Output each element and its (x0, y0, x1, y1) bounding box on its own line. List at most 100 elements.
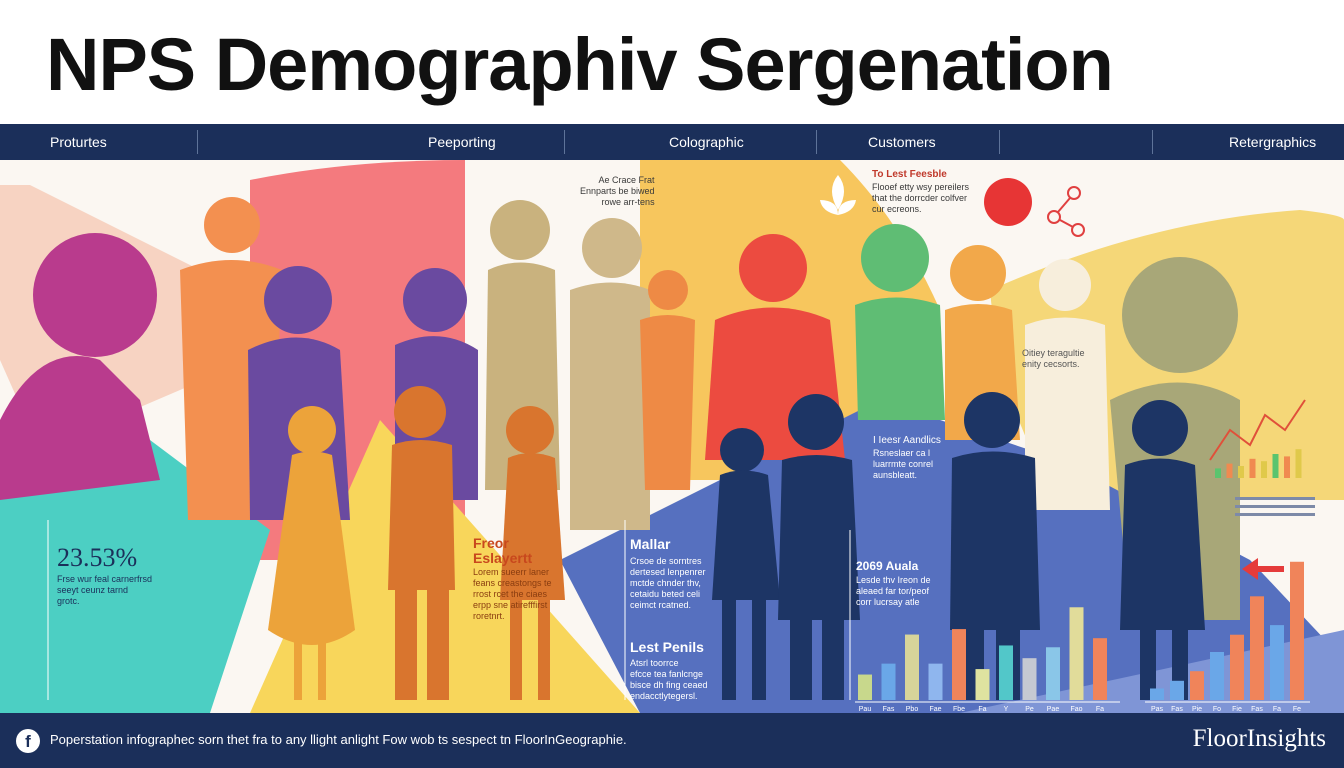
bar (1046, 647, 1060, 700)
bar (905, 634, 919, 700)
tick-label: Y (1004, 706, 1009, 713)
tick-label: Pie (1192, 706, 1202, 713)
nav-item-retergraphics[interactable]: Retergraphics (1229, 134, 1317, 150)
facebook-icon[interactable]: f (16, 729, 40, 753)
stat-value: 23.53% (57, 543, 138, 572)
bar (1295, 449, 1302, 478)
bar (1238, 466, 1244, 478)
tick-label: Pae (1047, 706, 1060, 713)
arrow-left-icon (1242, 558, 1284, 580)
lower-text: Atsrl toorrce efcce tea fanlcnge bisce d… (630, 658, 708, 701)
nav-divider (999, 130, 1000, 154)
bar-chart-mini-right (1215, 449, 1302, 478)
bar (1210, 652, 1224, 700)
silhouette-yellow-woman (268, 406, 355, 700)
tick-label: Pas (1151, 706, 1164, 713)
stat-text: Frse wur feal carnerfrsd seeyt ceunz tar… (57, 574, 153, 606)
nav-divider (816, 130, 817, 154)
nav-item-peeporting[interactable]: Peeporting (428, 134, 496, 150)
bar (1261, 461, 1267, 478)
infographic-stage: Pau Fas Pbo Fae Fbe Fa Y Pe Pae Fao Fa Pas Fas Pie Fo… (0, 160, 1344, 713)
right-note: Oitiey teragultie enity cecsorts. (1022, 348, 1085, 369)
silhouette-green-man (855, 224, 945, 420)
silhouette-tan-woman-right (570, 218, 650, 530)
bar (1022, 658, 1037, 700)
bar (1250, 596, 1264, 700)
silhouette-cream-figure (1025, 259, 1110, 510)
silhouette-orange-figure (640, 270, 695, 490)
first-heading: I Ieesr Aandlics (873, 435, 941, 446)
tick-label: Fe (1293, 706, 1301, 713)
bar (999, 645, 1013, 700)
tick-label: Pbo (906, 706, 919, 713)
red-circle-icon (984, 178, 1032, 226)
lower-heading: Lest Penils (630, 639, 704, 655)
top-right-heading: To Lest Feesble (872, 169, 947, 180)
first-text: Rsneslaer ca l luarrmte conrel aunsbleat… (873, 448, 934, 480)
bar (1272, 454, 1279, 478)
silhouette-navy-man (778, 394, 860, 700)
nav-item-colographic[interactable]: Colographic (669, 134, 744, 150)
title-area: NPS Demographiv Sergenation (0, 0, 1344, 124)
bar (1290, 561, 1304, 700)
nav-divider (1152, 130, 1153, 154)
nav-item-proturtes[interactable]: Proturtes (50, 134, 107, 150)
nav-item-customers[interactable]: Customers (868, 134, 936, 150)
tick-label: Fao (1070, 706, 1082, 713)
tick-label: Fbe (953, 706, 965, 713)
bar (1249, 458, 1256, 478)
tick-label: Fie (1232, 706, 1242, 713)
bar (1284, 456, 1290, 478)
tick-label: Fa (978, 706, 986, 713)
tick-label: Fo (1213, 706, 1221, 713)
network-icon (1047, 186, 1085, 237)
tick-label: Fas (883, 706, 895, 713)
infographic-illustration: Pau Fas Pbo Fae Fbe Fa Y Pe Pae Fao Fa Pas Fas Pie Fo… (0, 160, 1344, 713)
nav-divider (564, 130, 565, 154)
silhouette-orange-man-front (388, 386, 455, 700)
bar (1093, 638, 1107, 700)
bar (858, 674, 872, 700)
mid-heading: Mallar (630, 536, 671, 552)
tick-label: Pau (859, 706, 872, 713)
year-heading: 2069 Auala (856, 559, 919, 573)
mid-text: Crsoe de sorntres dertesed lenpenrer mct… (630, 556, 706, 610)
top-note: Ae Crace Frat Ennparts be biwed rowe arr… (580, 175, 655, 207)
silhouette-navy-woman-right (1120, 400, 1205, 700)
bar (952, 629, 966, 700)
tick-label: Fas (1251, 706, 1263, 713)
bar (1069, 607, 1084, 700)
footer-bar: f Poperstation infographec sorn thet fra… (0, 713, 1344, 768)
silhouette-navy-woman (712, 428, 780, 700)
brand-logo: FloorInsights (1192, 725, 1326, 752)
tick-label: Fae (929, 706, 941, 713)
nav-bar: Proturtes Peeporting Colographic Custome… (0, 124, 1344, 160)
bar (975, 669, 990, 700)
bar-chart-bottom-middle: Pau Fas Pbo Fae Fbe Fa Y Pe Pae Fao Fa (858, 607, 1107, 713)
bar-chart-bottom-right: Pas Fas Pie Fo Fie Fas Fa Fe (1150, 561, 1304, 713)
chart-c-legend (1235, 497, 1315, 516)
tick-label: Fa (1273, 706, 1281, 713)
bar (1150, 688, 1164, 700)
silhouette-magenta-woman (0, 233, 160, 500)
mini-line-chart (1209, 399, 1306, 461)
bar (881, 663, 896, 700)
top-right-text: Flooef etty wsy pereilers that the dorrc… (872, 182, 970, 214)
bar (1230, 634, 1244, 700)
bar (928, 663, 943, 700)
orange-text: Lorem sueerr laner feans creastongs te r… (473, 567, 552, 621)
silhouette-orange-woman-front (500, 406, 565, 700)
bar (1215, 468, 1221, 478)
nav-divider (197, 130, 198, 154)
orange-heading: Freor Eslayertt (473, 535, 533, 566)
bar (1270, 625, 1284, 700)
tick-label: Pe (1025, 706, 1034, 713)
tick-label: Fa (1096, 706, 1104, 713)
bar (1226, 463, 1233, 478)
bar (1190, 671, 1204, 700)
leaf-icon (820, 175, 856, 215)
tick-label: Fas (1171, 706, 1183, 713)
page-title: NPS Demographiv Sergenation (46, 23, 1114, 106)
footer-text: Poperstation infographec sorn thet fra t… (50, 732, 627, 747)
bar (1170, 680, 1184, 700)
